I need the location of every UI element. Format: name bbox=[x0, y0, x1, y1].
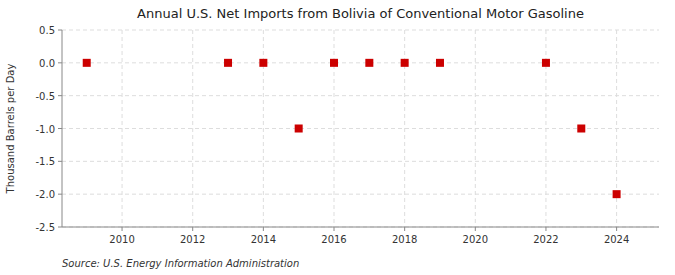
grid-line-y bbox=[62, 95, 659, 96]
y-tick bbox=[58, 30, 62, 31]
y-tick bbox=[58, 194, 62, 195]
point bbox=[365, 59, 373, 67]
grid-line-y bbox=[62, 128, 659, 129]
x-tick bbox=[192, 227, 193, 231]
x-tick bbox=[334, 227, 335, 231]
point bbox=[436, 59, 444, 67]
points bbox=[83, 59, 621, 198]
grid-line-y bbox=[62, 227, 659, 228]
chart: Annual U.S. Net Imports from Bolivia of … bbox=[0, 0, 675, 275]
point bbox=[330, 59, 338, 67]
x-tick-label: 2018 bbox=[392, 234, 417, 245]
x-tick-label: 2010 bbox=[109, 234, 134, 245]
x-tick bbox=[122, 227, 123, 231]
point bbox=[83, 59, 91, 67]
grid-line-x bbox=[475, 30, 476, 227]
point bbox=[295, 125, 303, 133]
x-tick bbox=[616, 227, 617, 231]
x-tick-label: 2024 bbox=[604, 234, 629, 245]
x-tick-label: 2016 bbox=[321, 234, 346, 245]
y-tick-label: 0.5 bbox=[39, 25, 55, 36]
x-tick bbox=[475, 227, 476, 231]
grid-line-x bbox=[122, 30, 123, 227]
y-axis-label: Thousand Barrels per Day bbox=[5, 64, 16, 195]
point bbox=[613, 190, 621, 198]
y-tick-label: -0.5 bbox=[35, 91, 55, 102]
y-tick bbox=[58, 62, 62, 63]
source: Source: U.S. Energy Information Administ… bbox=[62, 258, 299, 269]
x-tick-label: 2022 bbox=[533, 234, 558, 245]
y-tick-label: -1.5 bbox=[35, 156, 55, 167]
point bbox=[577, 125, 585, 133]
y-tick-label: -1.0 bbox=[35, 124, 55, 135]
x-tick bbox=[545, 227, 546, 231]
x-tick bbox=[404, 227, 405, 231]
y-tick bbox=[58, 95, 62, 96]
grid bbox=[62, 30, 659, 227]
point bbox=[401, 59, 409, 67]
grid-line-y bbox=[62, 194, 659, 195]
x-axis-line bbox=[62, 227, 659, 228]
y-tick-label: -2.0 bbox=[35, 189, 55, 200]
x-tick-label: 2014 bbox=[251, 234, 276, 245]
point bbox=[259, 59, 267, 67]
x-tick bbox=[263, 227, 264, 231]
x-tick-label: 2020 bbox=[463, 234, 488, 245]
grid-line-x bbox=[192, 30, 193, 227]
grid-line-y bbox=[62, 62, 659, 63]
point bbox=[542, 59, 550, 67]
y-tick bbox=[58, 161, 62, 162]
grid-line-y bbox=[62, 161, 659, 162]
grid-line-y bbox=[62, 30, 659, 31]
title: Annual U.S. Net Imports from Bolivia of … bbox=[137, 6, 584, 21]
y-tick-label: -2.5 bbox=[35, 222, 55, 233]
x-tick-label: 2012 bbox=[180, 234, 205, 245]
point bbox=[224, 59, 232, 67]
y-tick bbox=[58, 227, 62, 228]
y-tick bbox=[58, 128, 62, 129]
y-tick-label: 0.0 bbox=[39, 58, 55, 69]
